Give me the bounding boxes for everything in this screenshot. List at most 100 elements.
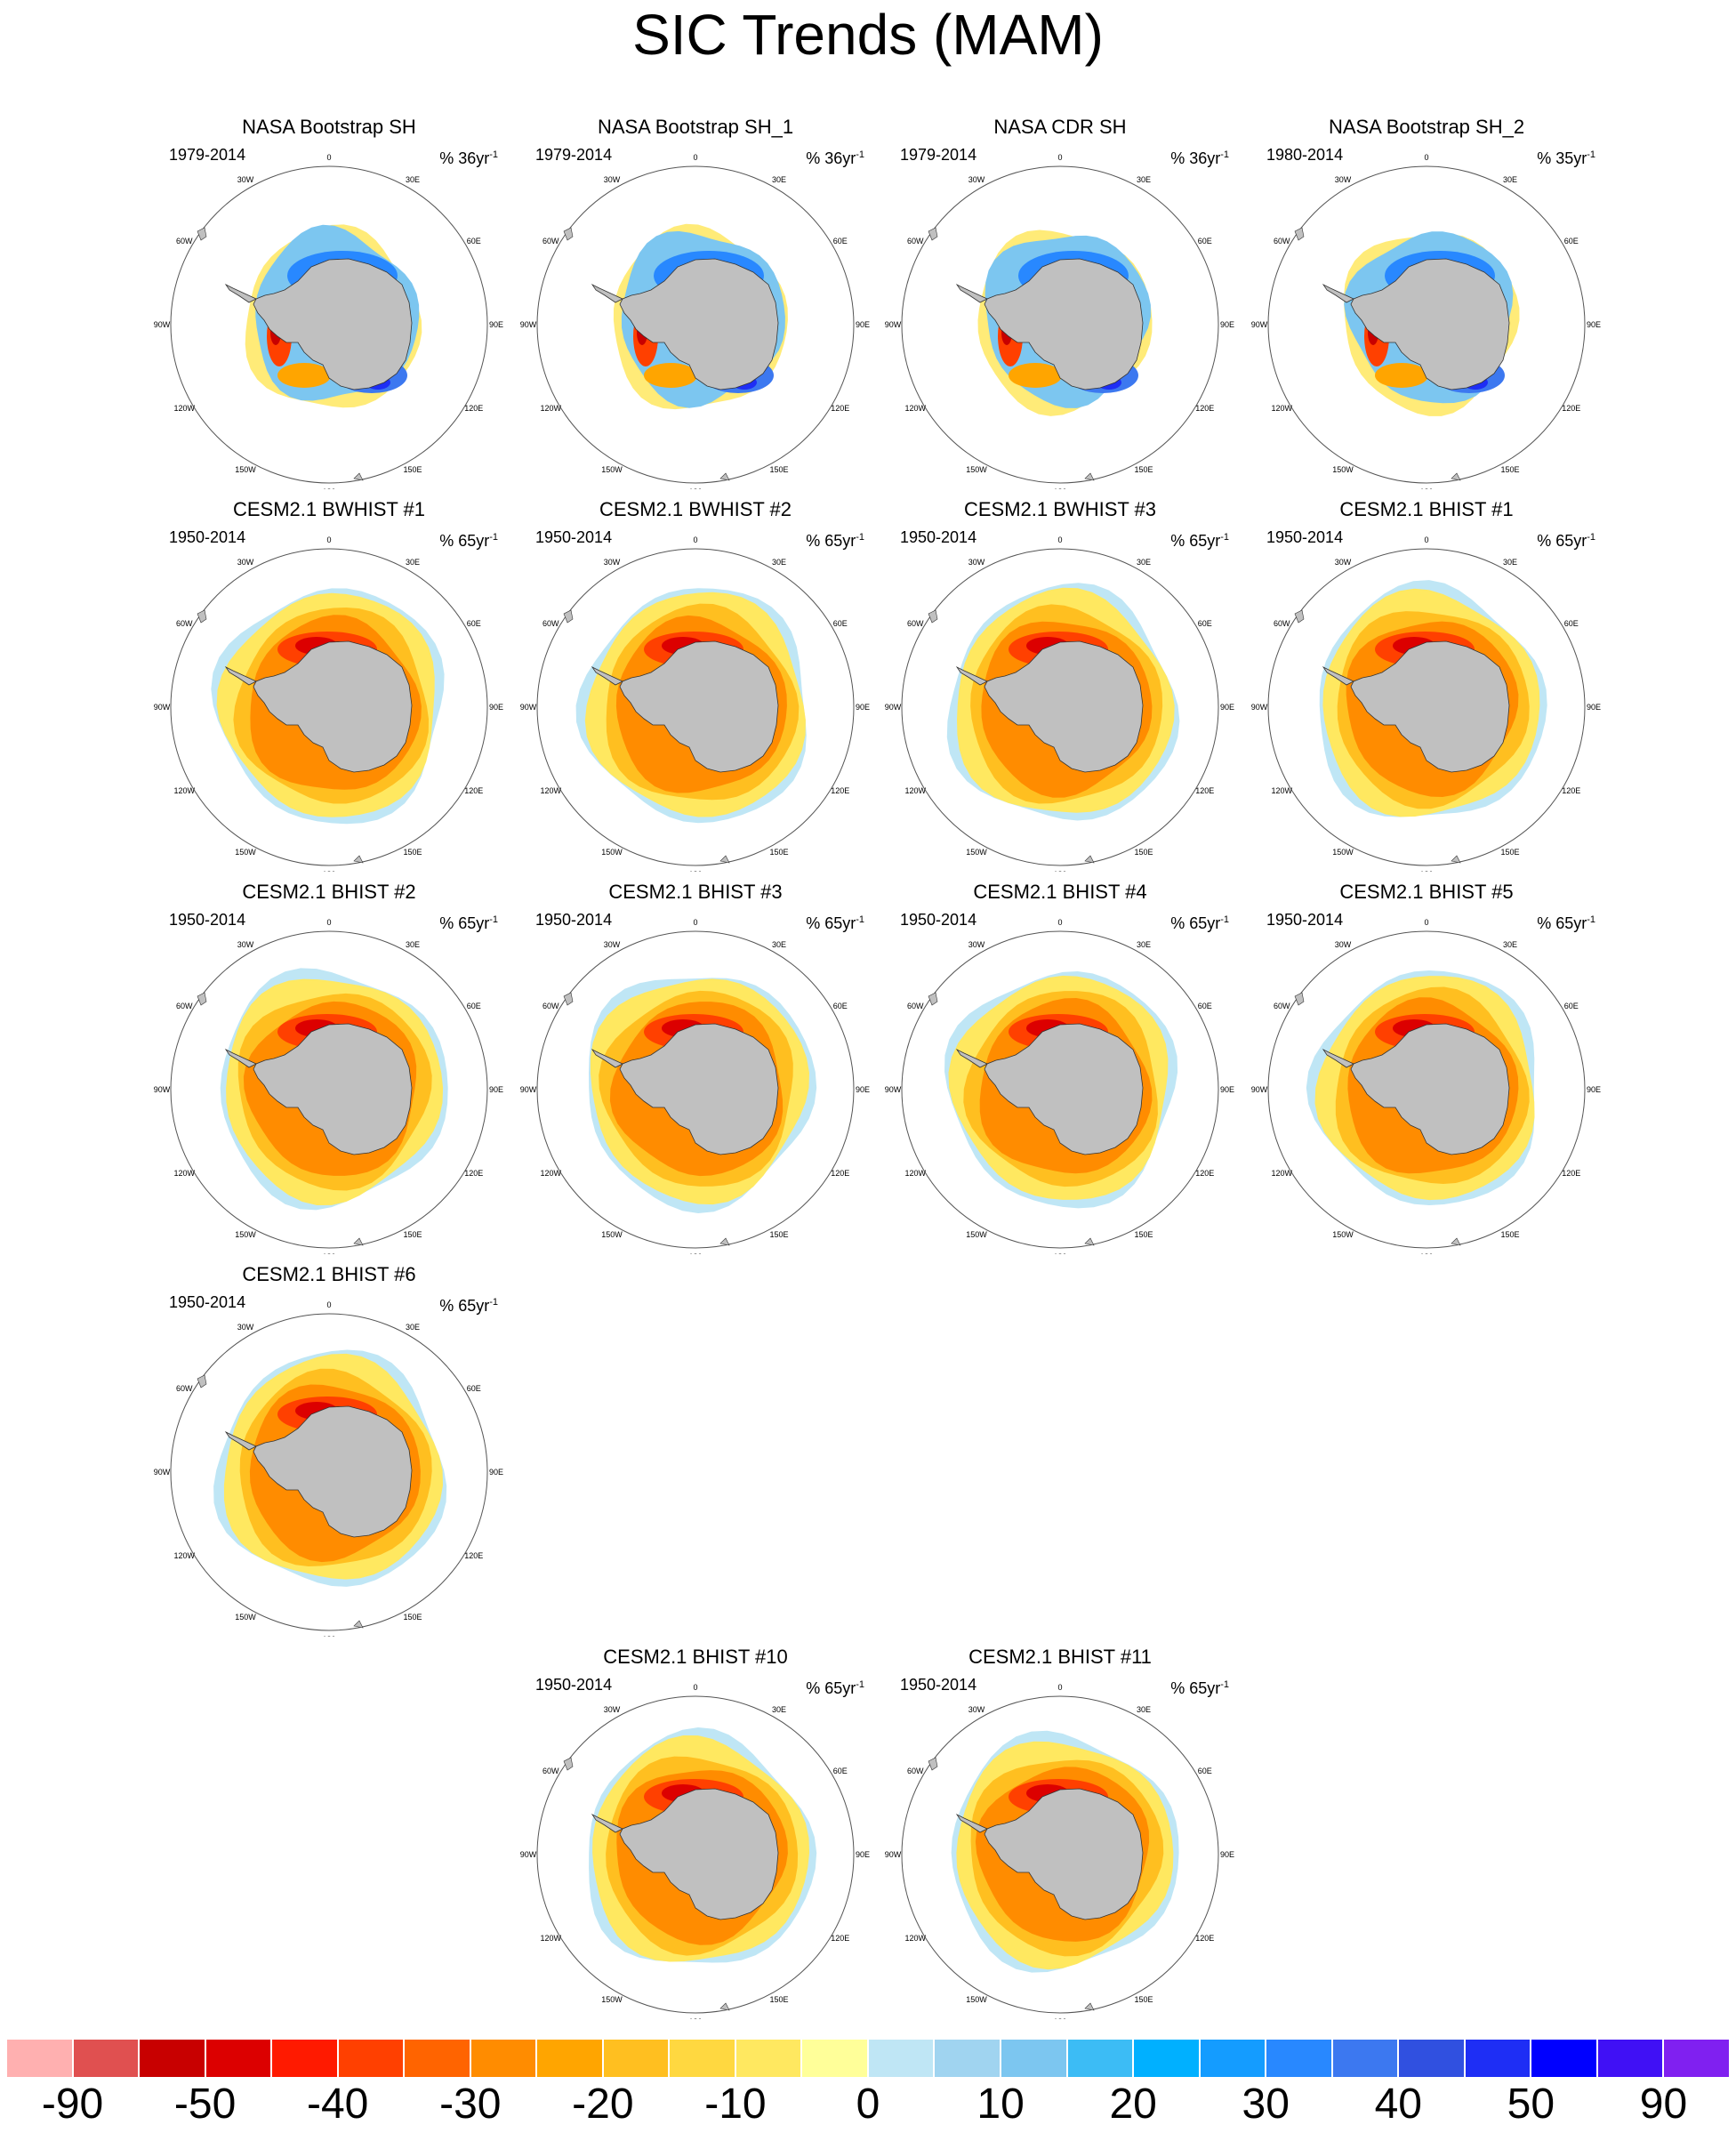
- panel-title: CESM2.1 BHIST #2: [242, 881, 416, 903]
- south-america-tip: [197, 1374, 207, 1388]
- longitude-label: 90E: [856, 1085, 870, 1094]
- new-zealand-islands: [353, 1620, 364, 1629]
- longitude-label: 150W: [235, 1230, 256, 1239]
- longitude-label: 150W: [601, 848, 623, 857]
- longitude-label: 120W: [540, 404, 561, 413]
- map-panel: 0 30E 60E 90E 120E 150E 180 150W 120W 90W 60W 30W CE…: [1249, 881, 1604, 1254]
- longitude-label: 30E: [1137, 1705, 1151, 1714]
- panel-period: 1979-2014: [169, 146, 246, 164]
- longitude-label: 30E: [406, 558, 420, 567]
- longitude-label: 60E: [1564, 237, 1579, 245]
- polar-stereographic-map: 0 30E 60E 90E 120E 150E 180 150W 120W 90W 60W 30W: [1251, 153, 1601, 489]
- new-zealand-islands: [719, 472, 730, 481]
- longitude-label: 60E: [1564, 1002, 1579, 1010]
- longitude-label: 30W: [237, 1323, 254, 1332]
- panel-title: CESM2.1 BHIST #11: [968, 1646, 1152, 1668]
- map-panel: 0 30E 60E 90E 120E 150E 180 150W 120W 90W 60W 30W CE…: [151, 498, 507, 872]
- longitude-label: 120W: [1271, 786, 1292, 795]
- longitude-label: 0: [693, 1683, 697, 1692]
- colorbar-box: [271, 2039, 338, 2078]
- longitude-label: 30W: [968, 1705, 985, 1714]
- map-panel: 0 30E 60E 90E 120E 150E 180 150W 120W 90W 60W 30W CE…: [1249, 498, 1604, 872]
- antarctica-landmass: [253, 1023, 413, 1155]
- panel-title: NASA Bootstrap SH_2: [1328, 116, 1525, 138]
- longitude-label: 150W: [601, 1230, 623, 1239]
- longitude-label: 180: [1053, 1252, 1066, 1254]
- longitude-label: 90E: [1587, 703, 1601, 712]
- panel-units: % 65yr-1: [806, 532, 864, 550]
- panel-period: 1950-2014: [900, 528, 977, 546]
- map-panel: 0 30E 60E 90E 120E 150E 180 150W 120W 90W 60W 30W CE…: [882, 881, 1238, 1254]
- south-america-tip: [563, 609, 574, 624]
- colorbar-box: [1066, 2039, 1134, 2078]
- polar-stereographic-map: 0 30E 60E 90E 120E 150E 180 150W 120W 90W 60W 30W: [520, 918, 870, 1254]
- colorbar-tick-label: -10: [704, 2081, 767, 2128]
- longitude-label: 0: [326, 535, 331, 544]
- panel-title: NASA Bootstrap SH_1: [597, 116, 794, 138]
- longitude-label: 90W: [885, 1085, 902, 1094]
- colorbar-tick-label: 50: [1507, 2081, 1555, 2128]
- longitude-label: 90E: [1587, 1085, 1601, 1094]
- colorbar-tick-label: -30: [439, 2081, 502, 2128]
- longitude-label: 150W: [966, 1230, 987, 1239]
- longitude-label: 180: [688, 487, 702, 489]
- longitude-label: 120E: [464, 786, 483, 795]
- antarctic-peninsula: [224, 1048, 257, 1068]
- colorbar-box: [934, 2039, 1001, 2078]
- colorbar-tick-label: -90: [41, 2081, 104, 2128]
- colorbar-tick-label: -40: [307, 2081, 369, 2128]
- south-america-tip: [563, 1757, 574, 1771]
- longitude-label: 120W: [540, 786, 561, 795]
- new-zealand-islands: [1084, 2002, 1095, 2011]
- longitude-label: 180: [1419, 870, 1433, 872]
- panel-period: 1950-2014: [169, 528, 246, 546]
- longitude-label: 90E: [1220, 1085, 1234, 1094]
- antarctica-landmass: [619, 640, 779, 773]
- new-zealand-islands: [1451, 855, 1461, 864]
- longitude-label: 120W: [904, 786, 926, 795]
- longitude-label: 150W: [966, 465, 987, 474]
- longitude-label: 120W: [904, 404, 926, 413]
- longitude-label: 90W: [154, 1085, 171, 1094]
- antarctic-peninsula: [955, 665, 988, 686]
- panel-title: CESM2.1 BHIST #6: [242, 1263, 416, 1285]
- longitude-label: 90W: [520, 320, 537, 329]
- map-panel: 0 30E 60E 90E 120E 150E 180 150W 120W 90W 60W 30W NA…: [882, 116, 1238, 489]
- panel-units: % 65yr-1: [1170, 1679, 1229, 1697]
- longitude-label: 30W: [604, 1705, 621, 1714]
- panel-period: 1979-2014: [535, 146, 613, 164]
- longitude-label: 0: [1057, 1683, 1062, 1692]
- longitude-label: 30E: [406, 175, 420, 184]
- panel-title: CESM2.1 BWHIST #3: [964, 498, 1156, 520]
- longitude-label: 120W: [904, 1934, 926, 1943]
- polar-stereographic-map: 0 30E 60E 90E 120E 150E 180 150W 120W 90W 60W 30W: [154, 1300, 503, 1637]
- longitude-label: 30W: [1335, 558, 1352, 567]
- colorbar-box: [6, 2039, 73, 2078]
- colorbar-box: [867, 2039, 935, 2078]
- longitude-label: 180: [1419, 1252, 1433, 1254]
- longitude-label: 60W: [176, 1002, 193, 1010]
- longitude-label: 60W: [907, 1002, 924, 1010]
- longitude-label: 30W: [237, 558, 254, 567]
- map-panel: 0 30E 60E 90E 120E 150E 180 150W 120W 90W 60W 30W CE…: [151, 1263, 507, 1637]
- new-zealand-islands: [353, 1237, 364, 1246]
- panel-title: CESM2.1 BHIST #4: [973, 881, 1147, 903]
- polar-stereographic-map: 0 30E 60E 90E 120E 150E 180 150W 120W 90W 60W 30W: [154, 535, 503, 872]
- longitude-label: 120E: [831, 404, 849, 413]
- longitude-label: 90E: [1587, 320, 1601, 329]
- longitude-label: 60W: [176, 619, 193, 628]
- south-america-tip: [197, 609, 207, 624]
- longitude-label: 180: [322, 1252, 335, 1254]
- south-america-tip: [197, 227, 207, 241]
- longitude-label: 120E: [831, 1169, 849, 1178]
- south-america-tip: [563, 227, 574, 241]
- new-zealand-islands: [1451, 1237, 1461, 1246]
- colorbar-tick-label: 30: [1242, 2081, 1290, 2128]
- colorbar-box: [1266, 2039, 1332, 2078]
- longitude-label: 150W: [966, 1995, 987, 2004]
- longitude-label: 120W: [540, 1169, 561, 1178]
- panel-period: 1979-2014: [900, 146, 977, 164]
- longitude-label: 60W: [542, 1002, 559, 1010]
- south-america-tip: [928, 992, 938, 1006]
- south-america-tip: [928, 1757, 938, 1771]
